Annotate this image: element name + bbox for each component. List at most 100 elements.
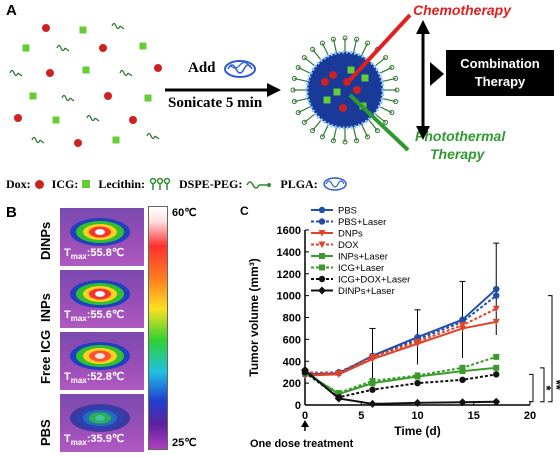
lipid-molecule-icon xyxy=(31,136,45,144)
dox-dot-icon xyxy=(34,179,44,189)
data-point xyxy=(493,285,500,293)
legend-label: DNPs xyxy=(338,229,363,240)
group-label: INPs xyxy=(38,293,53,322)
legend-plga-label: PLGA: xyxy=(280,176,318,191)
data-point xyxy=(458,398,467,407)
data-point xyxy=(493,371,500,378)
icg-square-icon xyxy=(52,116,60,124)
legend-plga: PLGA: xyxy=(280,176,347,192)
legend-label: DINPs+Laser xyxy=(338,286,395,297)
data-point xyxy=(318,218,326,225)
thermal-image xyxy=(60,394,144,452)
legend-label: INPs+Laser xyxy=(338,252,388,263)
panel-a-letter: A xyxy=(6,2,17,19)
legend-icg-label: ICG: xyxy=(51,176,79,191)
data-point xyxy=(492,318,500,326)
lipid-molecule-icon xyxy=(86,114,100,122)
series-line xyxy=(304,369,497,405)
y-tick-label: 1200 xyxy=(277,269,301,281)
data-point xyxy=(493,364,500,371)
x-tick-label: 15 xyxy=(468,410,480,422)
data-point xyxy=(335,389,342,396)
data-point xyxy=(301,366,309,374)
panel-c-letter: C xyxy=(240,204,249,218)
icg-square-icon xyxy=(139,42,147,50)
y-tick-label: 200 xyxy=(283,378,301,390)
double-arrow xyxy=(416,20,430,140)
legend-label: ICG+Laser xyxy=(338,263,384,274)
dspe-peg-icon xyxy=(246,181,272,189)
tmax-readout: Tmax:55.6℃ xyxy=(64,309,125,324)
data-point xyxy=(368,399,377,408)
lipid-molecule-icon xyxy=(119,69,133,77)
data-point xyxy=(459,376,466,384)
lecithin-icon xyxy=(149,177,171,190)
series-line xyxy=(304,320,497,377)
scale-min-label: 25℃ xyxy=(172,437,197,449)
icg-square-icon xyxy=(29,92,37,100)
legend-label: ICG+DOX+Laser xyxy=(338,275,410,286)
dox-dot-icon xyxy=(129,116,137,124)
data-point xyxy=(318,241,326,248)
chemotherapy-label: Chemotherapy xyxy=(413,2,512,18)
icg-square-icon xyxy=(144,94,152,102)
data-point xyxy=(369,353,376,361)
data-point xyxy=(318,206,326,214)
legend-dox: Dox: xyxy=(6,177,44,192)
lipid-molecule-icon xyxy=(146,132,160,140)
ingredients-scatter xyxy=(9,22,162,147)
x-tick-label: 0 xyxy=(302,410,308,422)
process-arrow xyxy=(165,83,281,97)
thermal-blob xyxy=(70,218,130,246)
dox-dot-icon xyxy=(104,92,112,100)
legend-dspe: DSPE-PEG: xyxy=(179,177,272,192)
dox-dot-icon xyxy=(14,114,22,122)
data-point xyxy=(459,322,466,329)
legend-icg: ICG: xyxy=(52,177,91,192)
data-point xyxy=(413,398,422,407)
data-point xyxy=(318,286,326,295)
lipid-molecule-icon xyxy=(61,94,75,102)
data-point xyxy=(493,292,500,299)
arrow-label-sonicate: Sonicate 5 min xyxy=(168,95,263,111)
combination-label-2: Therapy xyxy=(474,74,526,89)
legend-dspe-label: DSPE-PEG: xyxy=(179,176,243,191)
group-label: PBS xyxy=(38,419,53,446)
thermal-image-list: Tmax:55.8℃ DINPs Tmax:55.6℃ INPs Tmax:52.8… xyxy=(0,200,230,455)
right-arrowhead xyxy=(430,62,444,86)
x-tick-label: 5 xyxy=(358,410,364,422)
icg-square-icon xyxy=(82,66,90,74)
panel-a: A Add Sonicate 5 min Chemotherapy Photot… xyxy=(0,0,560,200)
icg-square-icon xyxy=(79,26,87,34)
panel-b: B Tmax:55.8℃ DINPs Tmax:55.6℃ INPs Tmax:52… xyxy=(0,200,230,455)
data-point xyxy=(318,230,326,237)
series-PBS+Laser xyxy=(301,292,500,377)
tmax-readout: Tmax:52.8℃ xyxy=(64,371,125,386)
data-point xyxy=(459,364,466,371)
legend-dox-label: Dox: xyxy=(6,176,31,191)
thermal-image xyxy=(60,332,144,390)
tmax-readout: Tmax:35.9℃ xyxy=(64,433,125,448)
significance-label: * xyxy=(539,386,554,392)
legend-label: PBS+Laser xyxy=(338,217,386,228)
series-line xyxy=(304,288,497,376)
data-point xyxy=(319,253,325,259)
thermal-image xyxy=(60,270,144,328)
panel-b-letter: B xyxy=(6,204,17,221)
data-point xyxy=(459,325,466,332)
x-tick-label: 20 xyxy=(524,410,536,422)
scale-max-label: 60℃ xyxy=(172,207,197,219)
panel-c: C 0 200 400 600 800 1000 1200 1400 1600 0 5 10 15 20 T… xyxy=(230,200,560,455)
legend-label: DOX xyxy=(338,240,359,251)
y-tick-label: 1400 xyxy=(277,247,301,259)
significance-bracket xyxy=(540,367,545,403)
series-line xyxy=(304,355,497,395)
data-point xyxy=(335,370,343,377)
combination-therapy-box: Combination Therapy xyxy=(446,50,554,96)
dox-dot-icon xyxy=(46,69,54,77)
y-tick-label: 400 xyxy=(283,356,301,368)
significance-bracket xyxy=(529,373,534,403)
data-point xyxy=(369,377,376,384)
group-label: Free ICG xyxy=(38,329,53,384)
y-tick-label: 600 xyxy=(283,334,301,346)
